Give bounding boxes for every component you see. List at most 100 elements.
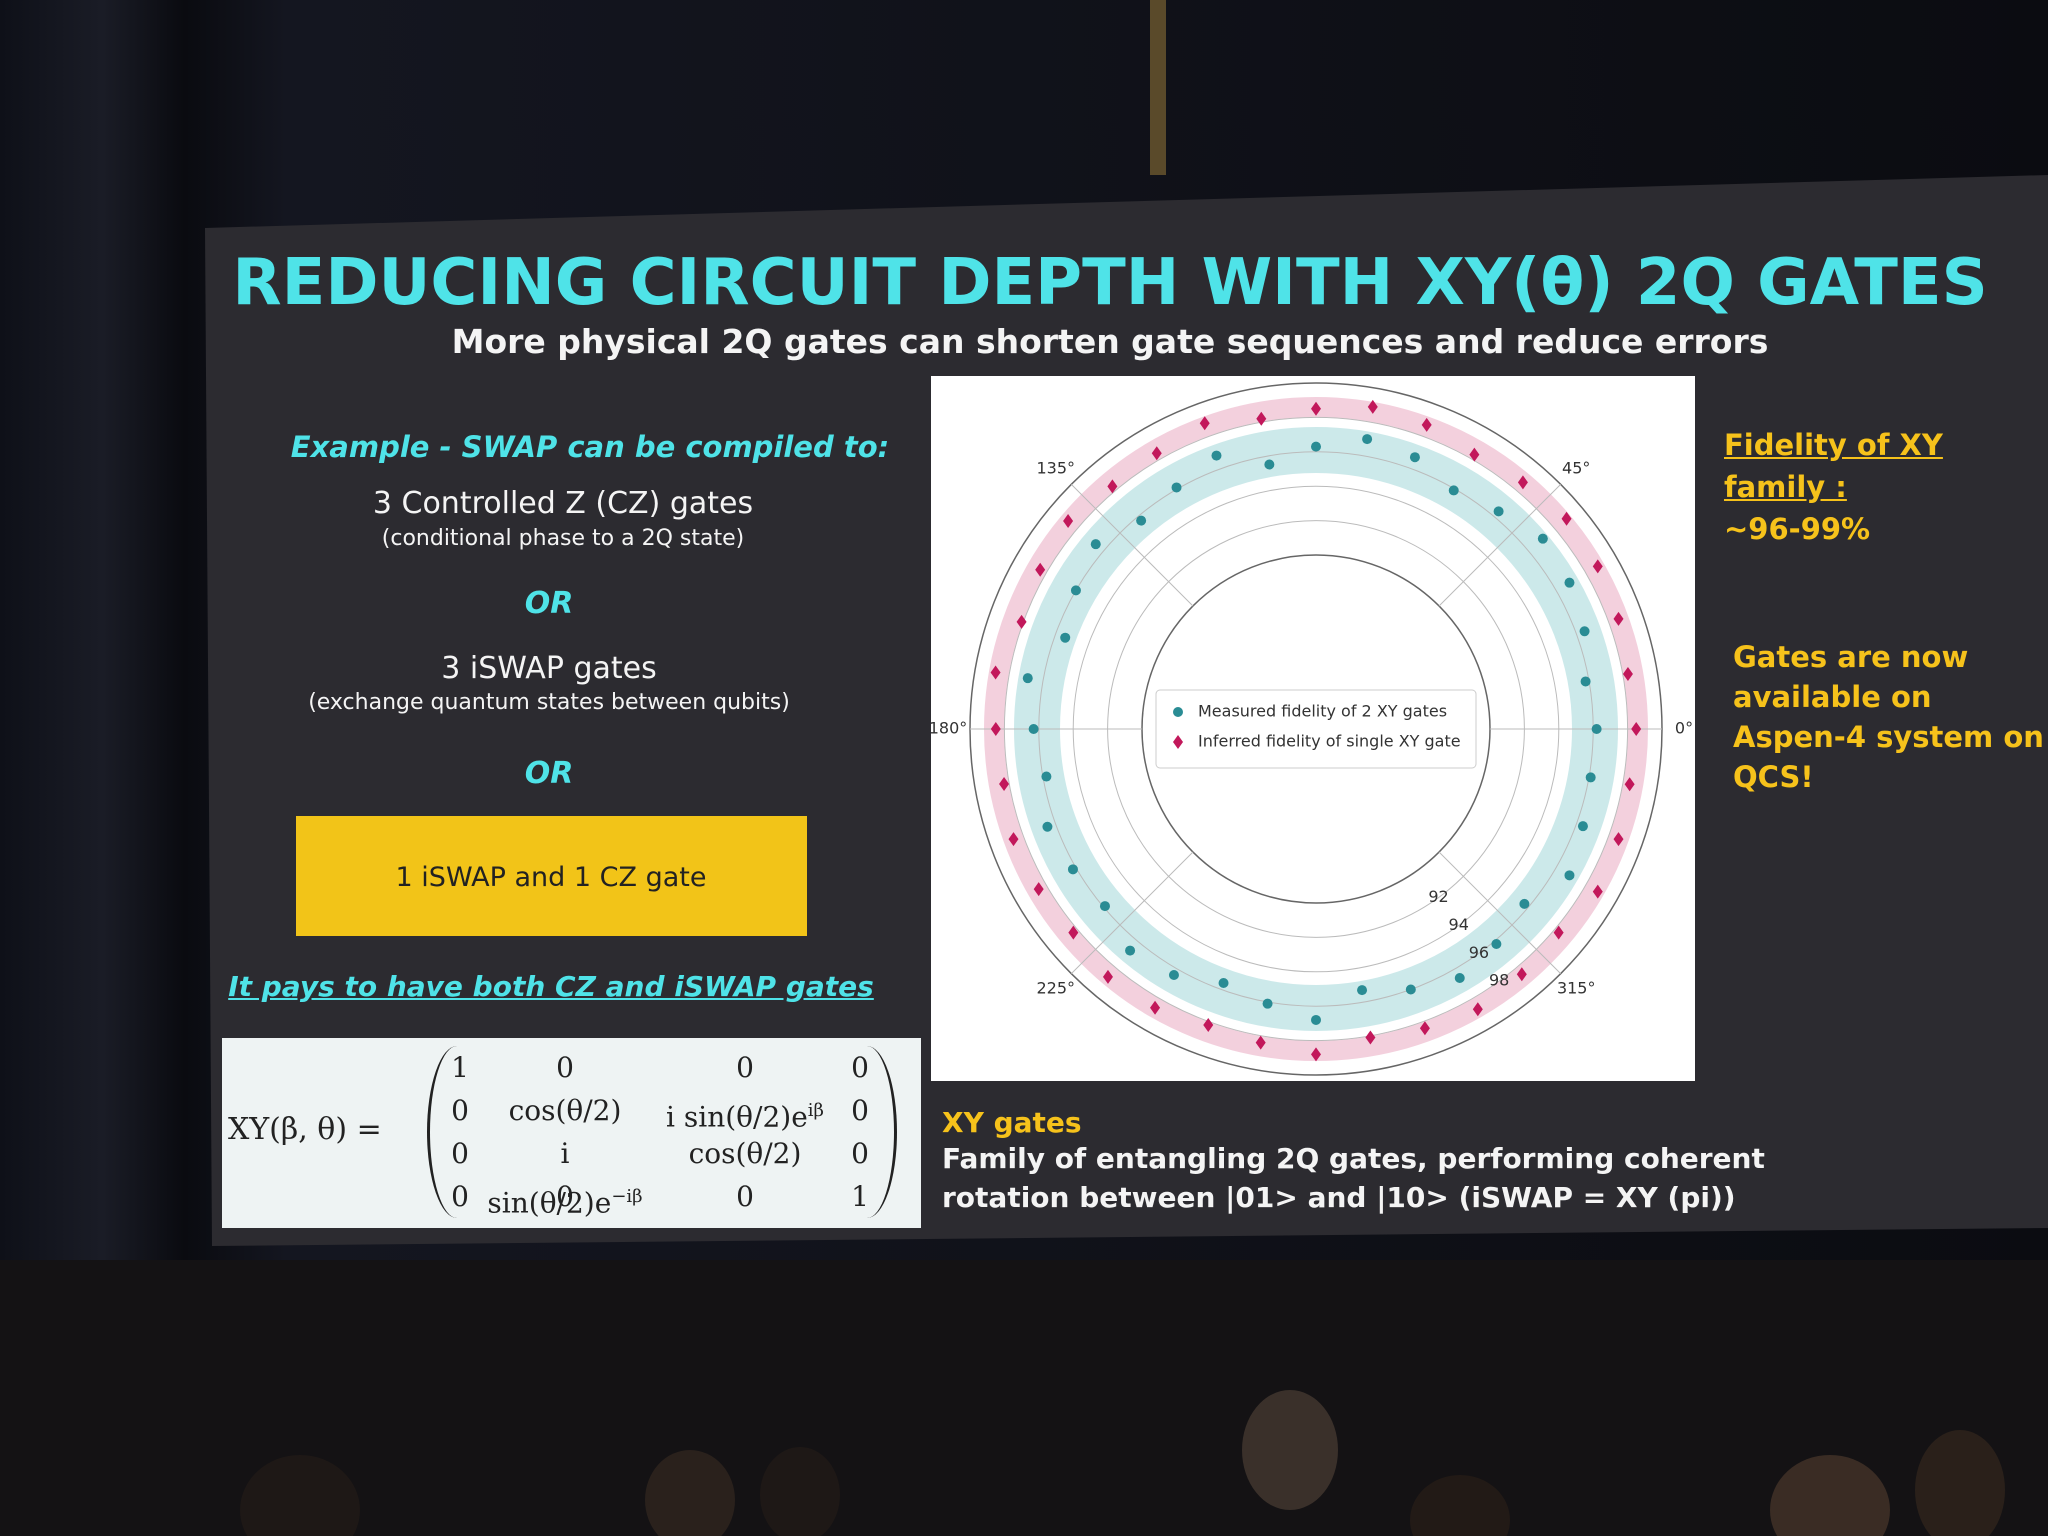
data-point xyxy=(1171,482,1182,493)
matrix-entry-exponent: −iβ xyxy=(611,1186,643,1207)
matrix-entry: 0 xyxy=(451,1180,469,1213)
audience-head xyxy=(1770,1455,1890,1536)
data-point xyxy=(1264,459,1275,470)
data-point xyxy=(1070,585,1081,596)
data-point xyxy=(1041,771,1052,782)
or-text: OR xyxy=(524,586,574,621)
data-point xyxy=(999,777,1010,792)
angle-tick-label: 135° xyxy=(1037,458,1076,477)
fidelity-text: family : xyxy=(1724,470,1847,504)
data-point xyxy=(1022,673,1033,684)
bottom-text: Family of entangling 2Q gates, performin… xyxy=(942,1142,1765,1175)
legend-box xyxy=(1155,689,1477,769)
data-point xyxy=(1537,533,1548,544)
angle-tick-label: 180° xyxy=(931,719,967,738)
availability-text: available on xyxy=(1733,680,1932,714)
audience-head xyxy=(1915,1430,2005,1536)
matrix-lhs: XY(β, θ) = xyxy=(228,1112,382,1147)
data-point xyxy=(1580,676,1591,687)
data-point xyxy=(1405,984,1416,995)
data-point xyxy=(1262,998,1273,1009)
audience-head xyxy=(1410,1475,1510,1536)
data-point xyxy=(1033,882,1044,897)
bottom-text: rotation between |01> and |10> (iSWAP = … xyxy=(942,1181,1736,1214)
data-point xyxy=(1357,985,1368,996)
data-point xyxy=(1519,898,1530,909)
grid-line xyxy=(1438,483,1562,607)
data-point xyxy=(1409,452,1420,463)
data-point xyxy=(1561,511,1572,526)
audience-head xyxy=(760,1447,840,1536)
data-point xyxy=(1448,485,1459,496)
legend-marker xyxy=(1173,735,1183,749)
data-point xyxy=(1553,925,1564,940)
data-point xyxy=(1016,614,1027,629)
highlight-text: 1 iSWAP and 1 CZ gate xyxy=(395,862,707,893)
data-point xyxy=(1107,479,1118,494)
matrix-box: XY(β, θ) = 1 0 0 0 0 cos(θ/2) i sin(θ/2)eiβ 0 0 i… xyxy=(222,1038,921,1228)
data-point xyxy=(1311,401,1321,416)
matrix-entry-text: i sin(θ/2)e xyxy=(666,1100,808,1134)
grid-line xyxy=(1070,483,1194,607)
data-point xyxy=(1631,722,1642,736)
grid-line xyxy=(1070,851,1194,975)
data-point xyxy=(1592,884,1603,899)
r-tick-label: 92 xyxy=(1428,887,1448,906)
matrix-entry: 0 xyxy=(851,1137,869,1170)
matrix-entry: 0 xyxy=(851,1094,869,1127)
angle-tick-label: 0° xyxy=(1675,719,1693,738)
matrix-entry: 0 xyxy=(451,1137,469,1170)
highlight-box xyxy=(296,816,807,936)
data-point xyxy=(990,665,1001,680)
data-point xyxy=(1421,417,1432,432)
data-point xyxy=(1168,970,1179,981)
data-point xyxy=(1472,1002,1483,1017)
data-point xyxy=(1624,777,1635,792)
slide-title: REDUCING CIRCUIT DEPTH WITH XY(θ) 2Q GAT… xyxy=(232,246,1988,320)
data-point xyxy=(1199,416,1210,431)
data-point xyxy=(1125,945,1136,956)
data-point xyxy=(1365,1030,1376,1045)
data-point xyxy=(1592,559,1603,574)
bottom-heading: XY gates xyxy=(942,1106,1082,1139)
matrix-entry: 1 xyxy=(451,1051,469,1084)
data-point xyxy=(1517,475,1528,490)
matrix-entry: i sin(θ/2)e−iβ xyxy=(480,1132,650,1219)
audience-head xyxy=(645,1450,735,1536)
fidelity-text: Fidelity of XY xyxy=(1724,428,1943,462)
example-heading: Example - SWAP can be compiled to: xyxy=(290,430,890,464)
availability-text: QCS! xyxy=(1733,760,1814,794)
r-tick-label: 98 xyxy=(1489,971,1509,990)
angle-tick-label: 225° xyxy=(1037,979,1076,998)
or-text: OR xyxy=(524,756,574,791)
data-point xyxy=(990,722,1001,736)
matrix-entry: 0 xyxy=(851,1051,869,1084)
slide-subtitle: More physical 2Q gates can shorten gate … xyxy=(451,322,1769,361)
r-tick-label: 96 xyxy=(1469,943,1489,962)
data-point xyxy=(1564,577,1575,588)
matrix-entry: 0 xyxy=(736,1180,754,1213)
availability-text: Gates are now xyxy=(1733,640,1969,674)
data-point xyxy=(1067,864,1078,875)
matrix-entry: 0 xyxy=(556,1051,574,1084)
matrix-entry: 0 xyxy=(736,1051,754,1084)
data-point xyxy=(1367,399,1378,414)
matrix-entry: cos(θ/2) xyxy=(688,1137,802,1170)
data-point xyxy=(1362,434,1373,445)
data-point xyxy=(1099,901,1110,912)
data-point xyxy=(1090,539,1101,550)
data-point xyxy=(1311,1014,1321,1025)
legend-label: Inferred fidelity of single XY gate xyxy=(1198,732,1461,751)
legend-label: Measured fidelity of 2 XY gates xyxy=(1198,702,1447,721)
data-point xyxy=(1454,972,1465,983)
data-point xyxy=(1311,441,1321,452)
matrix-entry: cos(θ/2) xyxy=(508,1094,622,1127)
data-point xyxy=(1419,1021,1430,1036)
data-point xyxy=(1042,821,1053,832)
data-point xyxy=(1035,562,1046,577)
matrix-entry: 0 xyxy=(556,1180,574,1213)
option-text: 3 Controlled Z (CZ) gates xyxy=(372,486,754,521)
data-point xyxy=(1028,724,1039,734)
data-point xyxy=(1063,513,1074,528)
data-point xyxy=(1491,938,1502,949)
